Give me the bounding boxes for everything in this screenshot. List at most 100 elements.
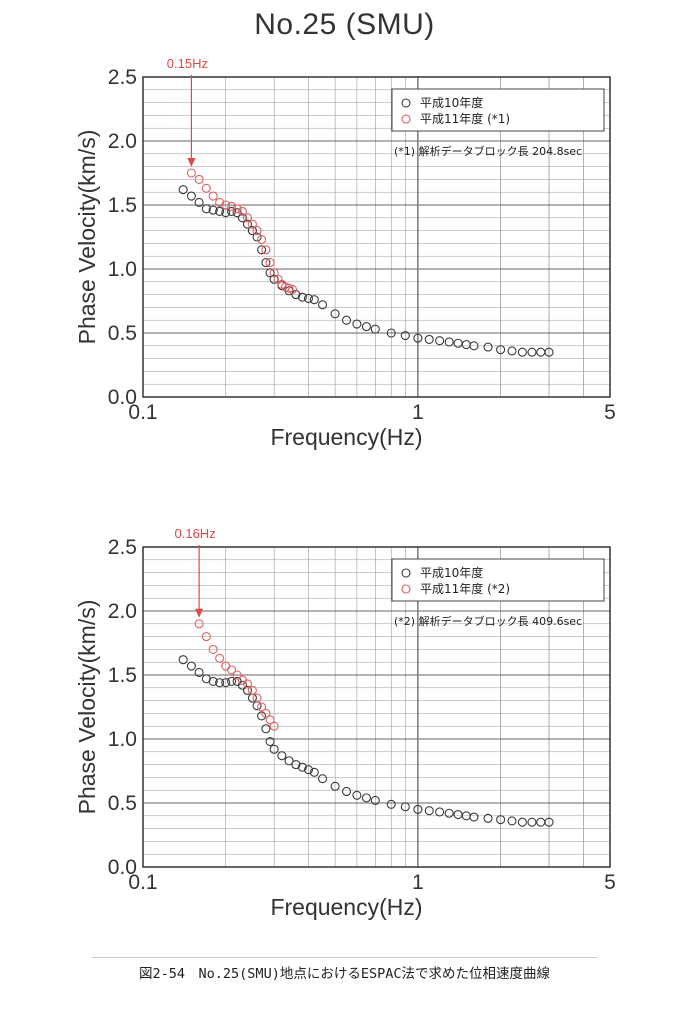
data-point (252, 232, 262, 242)
data-point (186, 191, 196, 201)
data-point (330, 309, 340, 319)
plot-frame (142, 76, 611, 398)
data-point (237, 680, 247, 690)
series-1 (178, 185, 554, 357)
data-point (352, 790, 362, 800)
data-point (208, 191, 218, 201)
data-point (221, 200, 231, 210)
data-point (265, 715, 275, 725)
data-point (247, 219, 257, 229)
data-point (269, 274, 279, 284)
data-point (194, 667, 204, 677)
data-point (186, 661, 196, 671)
data-point (361, 322, 371, 332)
data-point (444, 337, 454, 347)
data-point (221, 678, 231, 688)
data-point (330, 781, 340, 791)
x-tick-label: 1 (412, 401, 424, 424)
data-point (341, 786, 352, 797)
legend-marker (401, 584, 411, 594)
data-point (252, 226, 262, 236)
data-point (386, 799, 396, 809)
data-point (257, 711, 267, 721)
y-tick-label: 0.0 (108, 856, 137, 879)
data-point (303, 293, 314, 303)
data-point (247, 685, 257, 695)
y-tick-label: 1.0 (108, 258, 137, 281)
data-point (318, 300, 328, 310)
data-point (297, 292, 307, 302)
analysis-note: (*2) 解析データブロック長 409.6sec (394, 614, 582, 628)
data-point (215, 653, 225, 663)
data-point (208, 676, 218, 686)
data-point (215, 197, 225, 207)
data-point (496, 345, 506, 355)
data-point (507, 346, 517, 356)
data-point (261, 724, 271, 734)
annotation-label: 0.16Hz (175, 526, 216, 541)
data-point (527, 347, 537, 357)
series-1 (178, 655, 554, 827)
data-point (507, 816, 517, 826)
data-point (237, 213, 247, 223)
data-point (284, 756, 294, 766)
data-point (232, 204, 242, 214)
data-point (265, 737, 275, 747)
data-point (400, 802, 410, 812)
data-point (178, 185, 188, 195)
data-point (370, 324, 380, 334)
data-point (227, 201, 237, 211)
x-tick-label: 0.1 (128, 871, 157, 894)
data-point (435, 807, 445, 817)
data-point (194, 619, 204, 629)
data-point (435, 336, 445, 346)
data-point (261, 245, 271, 255)
data-point (242, 685, 253, 695)
figure-caption: 図2-54 No.25(SMU)地点におけるESPAC法で求めた位相速度曲線 (139, 966, 550, 982)
data-point (215, 206, 225, 216)
data-point (361, 793, 371, 803)
y-tick-label: 1.5 (108, 664, 137, 687)
y-tick-label: 1.0 (108, 728, 137, 751)
data-point (370, 795, 380, 805)
legend-label: 平成10年度 (420, 95, 483, 110)
data-point (386, 328, 396, 338)
legend-box (391, 88, 605, 132)
data-point (215, 678, 225, 688)
data-point (400, 331, 410, 341)
data-point (483, 342, 493, 352)
data-point (469, 341, 479, 351)
legend-box (391, 558, 605, 602)
y-axis-title: Phase Velocity(km/s) (74, 130, 100, 345)
data-point (227, 676, 237, 686)
data-point (242, 213, 253, 223)
data-point (208, 644, 218, 654)
y-tick-label: 2.5 (108, 536, 137, 559)
y-axis-title: Phase Velocity(km/s) (74, 600, 100, 815)
data-point (496, 815, 506, 825)
data-point (269, 721, 279, 731)
data-point (303, 765, 314, 775)
y-tick-label: 2.5 (108, 66, 137, 89)
legend-marker (401, 568, 411, 578)
legend-label: 平成10年度 (420, 565, 483, 580)
data-point (201, 204, 211, 214)
data-point (413, 333, 423, 343)
data-point (208, 205, 218, 215)
data-point (483, 813, 493, 823)
legend-marker (401, 114, 411, 124)
data-point (227, 665, 237, 675)
data-point (242, 219, 253, 229)
plot-frame (142, 546, 611, 868)
data-point (257, 245, 267, 255)
legend-marker (401, 98, 411, 108)
data-point (232, 208, 242, 218)
data-point (178, 655, 188, 665)
series-2 (186, 168, 298, 295)
data-point (544, 347, 554, 357)
data-point (257, 235, 267, 245)
data-point (309, 767, 319, 777)
legend-label: 平成11年度 (*1) (420, 111, 510, 126)
data-point (237, 206, 247, 216)
data-point (232, 670, 242, 680)
